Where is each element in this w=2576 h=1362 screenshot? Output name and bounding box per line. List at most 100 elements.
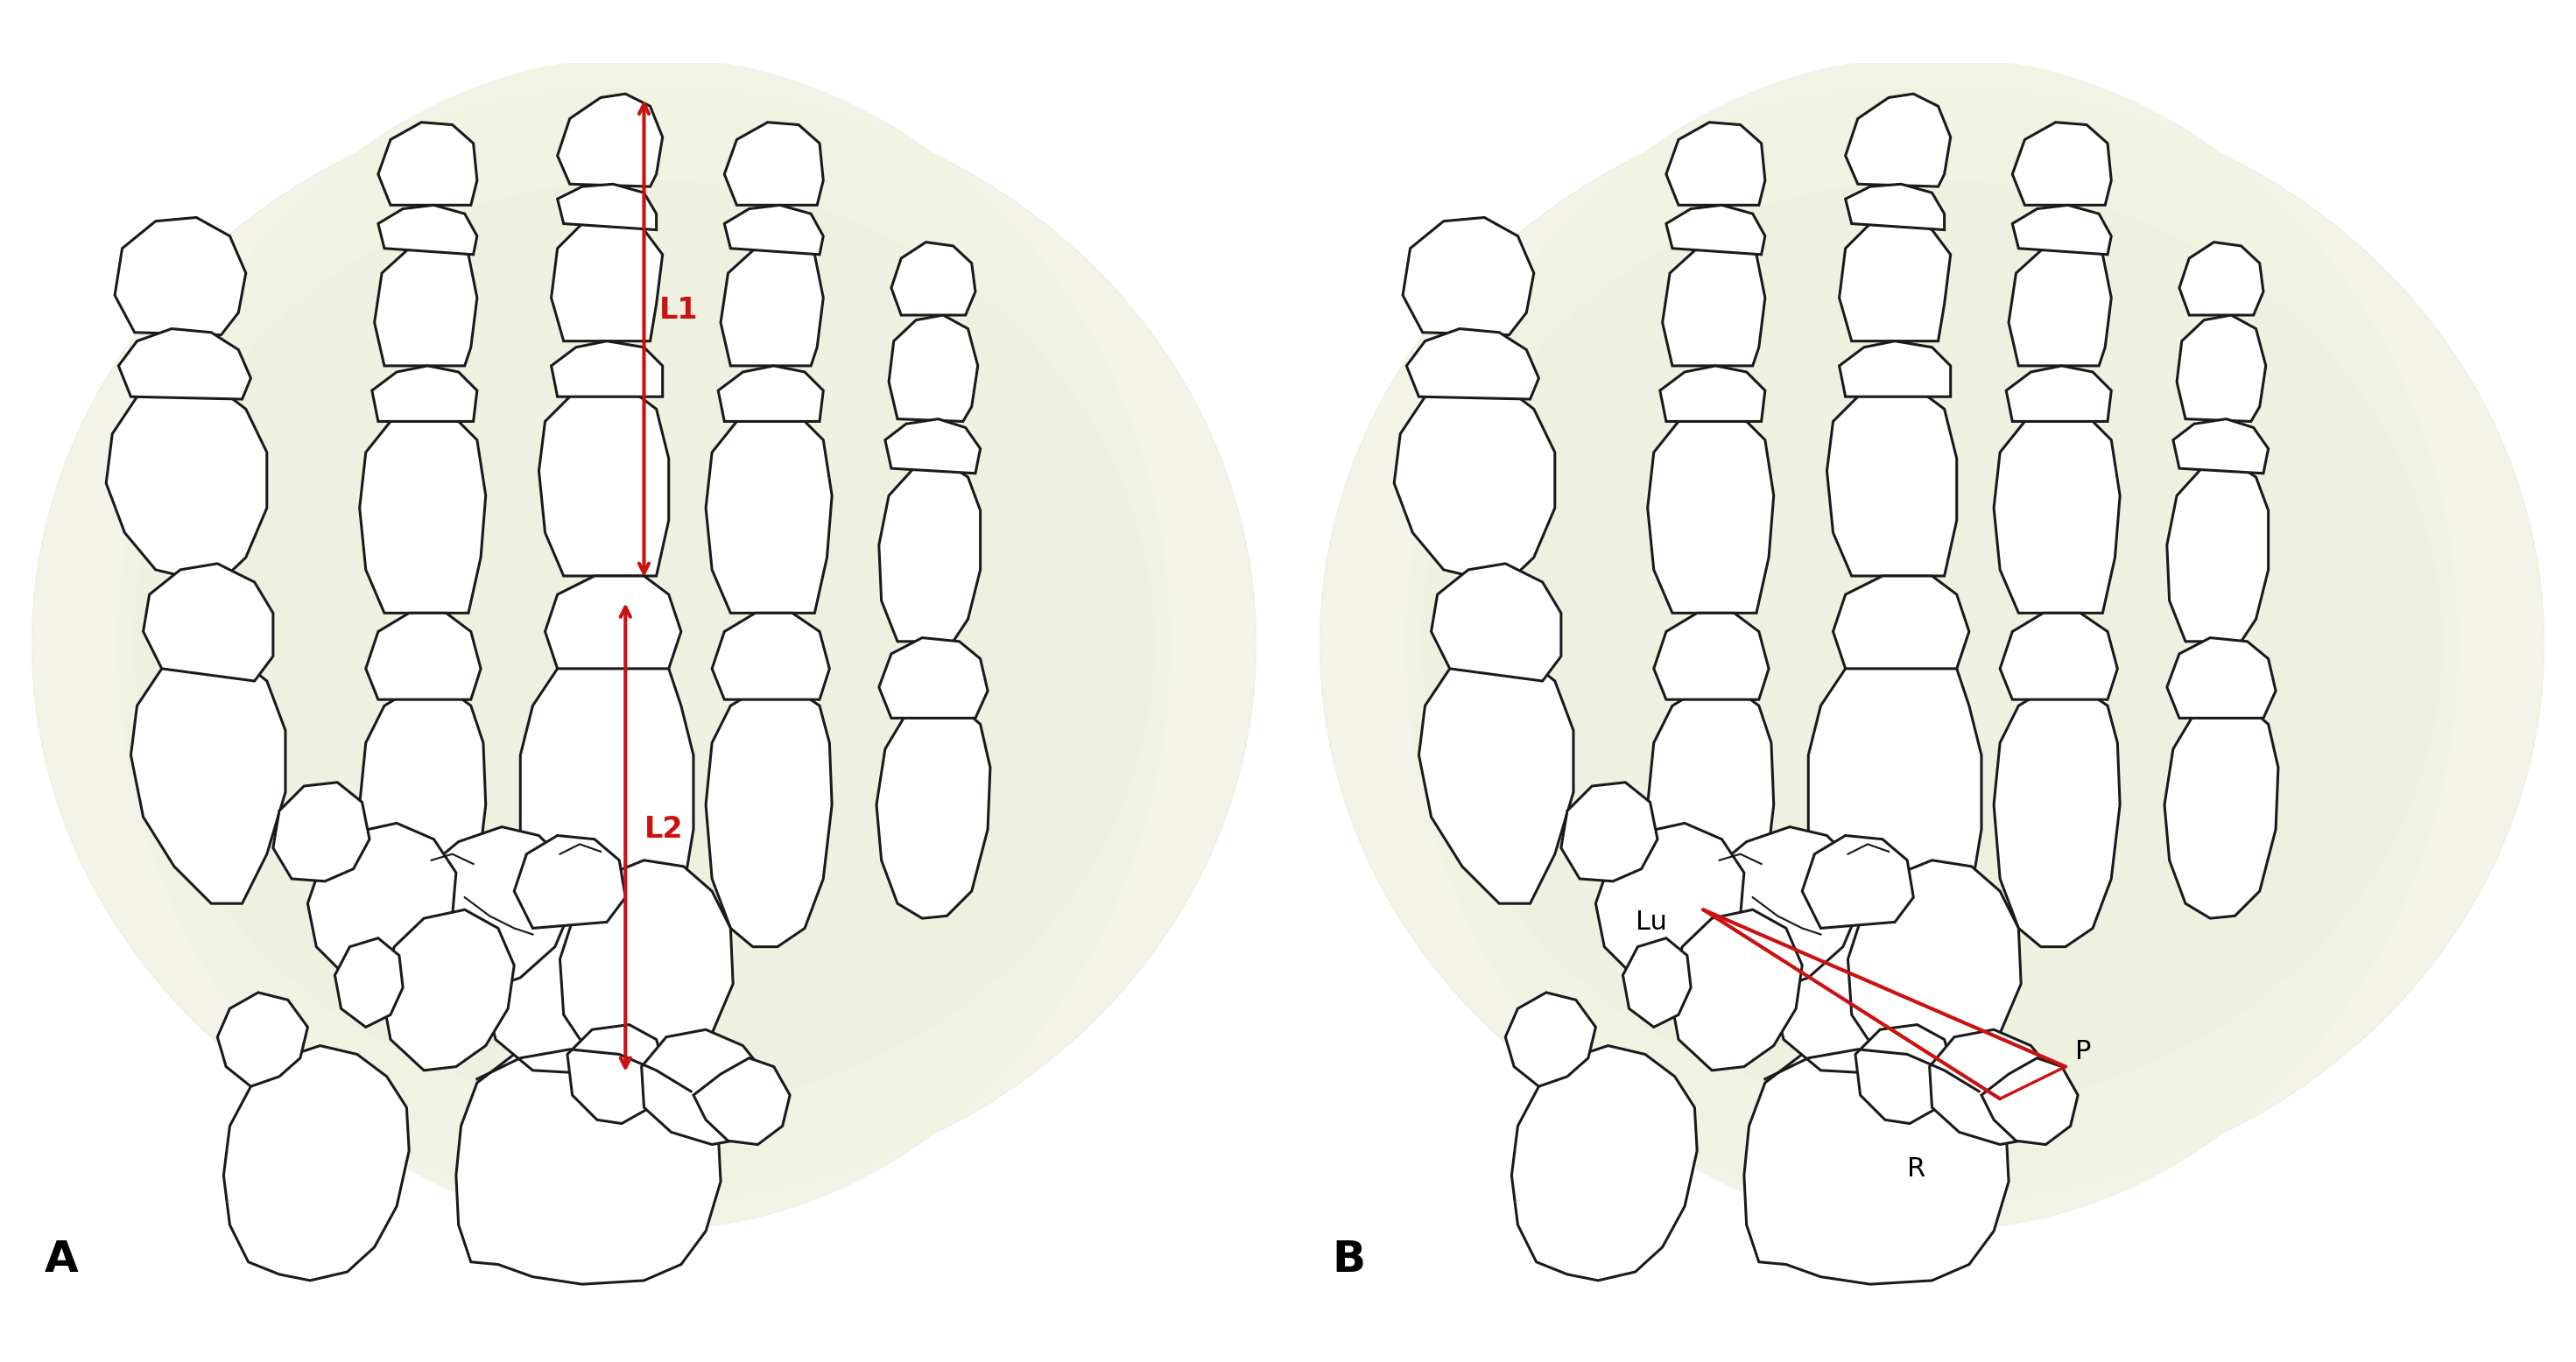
- Polygon shape: [546, 576, 680, 669]
- Polygon shape: [216, 993, 307, 1087]
- Polygon shape: [2164, 703, 2277, 918]
- Polygon shape: [2009, 242, 2112, 366]
- Polygon shape: [366, 613, 482, 700]
- Polygon shape: [456, 1042, 721, 1284]
- Polygon shape: [116, 218, 245, 335]
- Polygon shape: [1772, 898, 1958, 1075]
- Polygon shape: [307, 823, 456, 983]
- Polygon shape: [361, 688, 487, 947]
- Polygon shape: [520, 644, 693, 978]
- Polygon shape: [567, 1024, 667, 1124]
- Polygon shape: [693, 1058, 791, 1144]
- Polygon shape: [2012, 206, 2112, 255]
- Polygon shape: [1394, 379, 1556, 584]
- Polygon shape: [878, 460, 981, 642]
- Polygon shape: [484, 898, 670, 1075]
- Polygon shape: [1929, 1030, 2056, 1144]
- Text: Lu: Lu: [1636, 910, 1667, 934]
- Text: P: P: [2076, 1039, 2092, 1065]
- Polygon shape: [1667, 123, 1765, 206]
- Polygon shape: [1649, 409, 1775, 613]
- Polygon shape: [724, 123, 824, 206]
- Ellipse shape: [1406, 57, 2458, 1231]
- Polygon shape: [706, 409, 832, 613]
- Polygon shape: [724, 206, 824, 255]
- Polygon shape: [381, 910, 515, 1071]
- Polygon shape: [1654, 613, 1770, 700]
- Polygon shape: [106, 379, 268, 584]
- Polygon shape: [556, 94, 662, 187]
- Polygon shape: [379, 206, 477, 255]
- Polygon shape: [1504, 993, 1595, 1087]
- Polygon shape: [273, 782, 368, 881]
- Polygon shape: [1981, 1058, 2079, 1144]
- Polygon shape: [2012, 123, 2112, 206]
- Polygon shape: [559, 861, 734, 1066]
- Polygon shape: [224, 1046, 410, 1280]
- Polygon shape: [1808, 644, 1981, 978]
- Polygon shape: [1432, 564, 1561, 681]
- Polygon shape: [1404, 218, 1533, 335]
- Polygon shape: [711, 613, 829, 700]
- Polygon shape: [374, 242, 477, 366]
- Polygon shape: [876, 703, 989, 918]
- Polygon shape: [131, 650, 286, 903]
- Polygon shape: [2007, 366, 2112, 421]
- Polygon shape: [379, 123, 477, 206]
- Text: L1: L1: [659, 296, 698, 324]
- Polygon shape: [2166, 637, 2275, 718]
- Polygon shape: [1999, 613, 2117, 700]
- Polygon shape: [706, 688, 832, 947]
- Polygon shape: [891, 242, 976, 315]
- Polygon shape: [1994, 409, 2120, 613]
- Polygon shape: [556, 184, 657, 230]
- Polygon shape: [1595, 823, 1744, 983]
- Polygon shape: [335, 938, 402, 1027]
- Polygon shape: [1561, 782, 1656, 881]
- Polygon shape: [1406, 328, 1538, 399]
- Polygon shape: [118, 328, 250, 399]
- Ellipse shape: [201, 242, 1087, 1046]
- Text: L2: L2: [644, 814, 683, 844]
- Ellipse shape: [134, 180, 1154, 1107]
- Polygon shape: [1994, 688, 2120, 947]
- Polygon shape: [878, 637, 987, 718]
- Polygon shape: [1649, 688, 1775, 947]
- Polygon shape: [1844, 94, 1950, 187]
- Text: B: B: [1332, 1238, 1365, 1280]
- Polygon shape: [2179, 242, 2264, 315]
- Polygon shape: [719, 366, 824, 421]
- Polygon shape: [1803, 835, 1914, 929]
- Ellipse shape: [31, 87, 1257, 1200]
- Polygon shape: [371, 366, 477, 421]
- Text: R: R: [1906, 1156, 1927, 1182]
- Polygon shape: [1855, 1024, 1955, 1124]
- Polygon shape: [1839, 340, 1950, 396]
- Polygon shape: [1698, 827, 1860, 990]
- Polygon shape: [1662, 242, 1765, 366]
- Polygon shape: [1623, 938, 1690, 1027]
- Polygon shape: [1844, 184, 1945, 230]
- Polygon shape: [1839, 218, 1950, 340]
- Polygon shape: [144, 564, 273, 681]
- Polygon shape: [1659, 366, 1765, 421]
- Polygon shape: [1667, 206, 1765, 255]
- Polygon shape: [2174, 419, 2269, 474]
- Ellipse shape: [118, 57, 1170, 1231]
- Polygon shape: [889, 315, 979, 421]
- Polygon shape: [538, 384, 670, 576]
- Polygon shape: [515, 835, 626, 929]
- Polygon shape: [1419, 650, 1574, 903]
- Text: A: A: [44, 1238, 77, 1280]
- Ellipse shape: [1319, 87, 2545, 1200]
- Polygon shape: [1834, 576, 1968, 669]
- Polygon shape: [1512, 1046, 1698, 1280]
- Polygon shape: [721, 242, 824, 366]
- Polygon shape: [551, 218, 662, 340]
- Polygon shape: [361, 409, 487, 613]
- Polygon shape: [1669, 910, 1803, 1071]
- Polygon shape: [886, 419, 981, 474]
- Ellipse shape: [1422, 180, 2442, 1107]
- Polygon shape: [2177, 315, 2267, 421]
- Polygon shape: [1744, 1042, 2009, 1284]
